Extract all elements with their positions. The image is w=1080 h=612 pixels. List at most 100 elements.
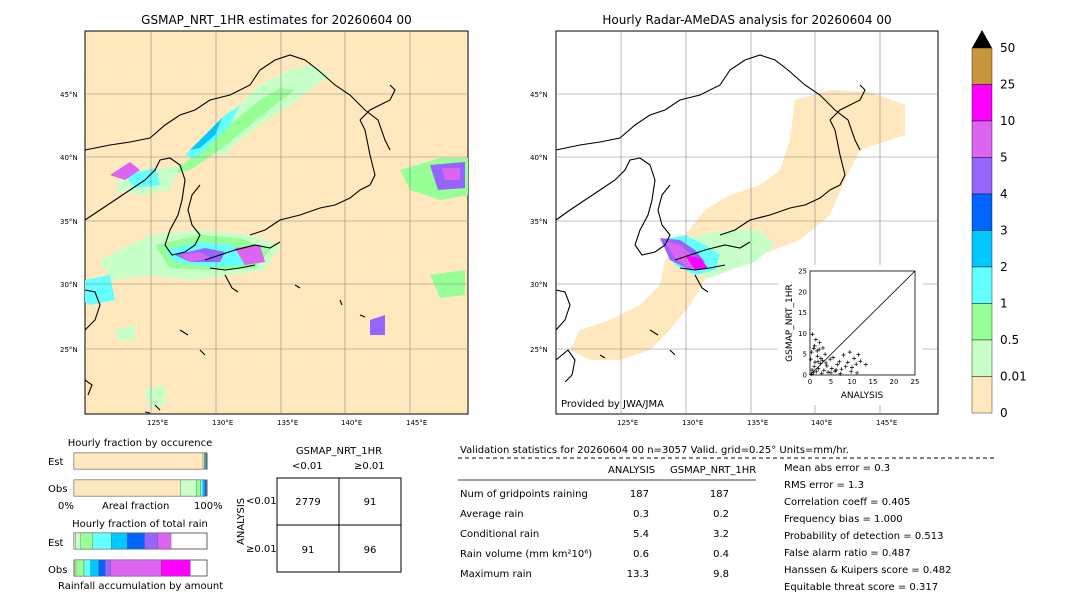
scatter-ytick: 20 — [798, 288, 807, 296]
rain-fraction-title: Hourly fraction of total rain — [72, 519, 208, 530]
right-lon-tick-125: 125°E — [617, 419, 638, 427]
bar-segment — [92, 532, 112, 550]
scatter-point — [813, 360, 818, 365]
scatter-point — [854, 362, 859, 367]
scatter-point — [847, 350, 852, 355]
right-lat-tick-40: 40°N — [530, 154, 548, 162]
occ-est-label: Est — [48, 457, 64, 468]
validation-dashed-rule — [458, 457, 996, 459]
validation-row-label: Rain volume (mm km²10⁶) — [460, 549, 593, 560]
scatter-point — [817, 340, 822, 345]
left-map-title: GSMAP_NRT_1HR estimates for 20260604 00 — [141, 13, 412, 27]
validation-row-gsmap: 9.8 — [713, 569, 729, 580]
scatter-point — [850, 365, 854, 370]
colorbar-segment — [971, 376, 993, 414]
colorbar-segment — [971, 266, 993, 304]
right-lon-tick-140: 140°E — [811, 419, 832, 427]
left-lat-tick-45: 45°N — [60, 91, 78, 99]
colorbar-segment — [971, 339, 993, 377]
scatter-point — [855, 370, 860, 375]
colorbar-label: 10 — [1000, 114, 1015, 128]
score-rms: RMS error = 1.3 — [784, 480, 864, 491]
scatter-point — [809, 372, 814, 377]
scatter-point — [814, 369, 819, 374]
scatter-diagonal — [809, 270, 916, 376]
scatter-point — [826, 370, 831, 375]
scatter-point — [845, 360, 850, 365]
colorbar-label: 2 — [1000, 260, 1008, 274]
right-lon-tick-135: 135°E — [747, 419, 768, 427]
scatter-point — [823, 352, 828, 357]
left-lat-tick-25: 25°N — [60, 346, 78, 354]
occ-obs-label: Obs — [48, 484, 68, 495]
rain-xlabel: Rainfall accumulation by amount — [58, 581, 224, 592]
scatter-ytick: 0 — [803, 372, 807, 380]
colorbar-label: 0.01 — [1000, 370, 1027, 384]
scatter-xtick: 15 — [869, 378, 878, 386]
scatter-point — [838, 371, 843, 376]
scatter-point — [829, 370, 833, 375]
scatter-point — [811, 346, 816, 351]
scatter-ytick: 25 — [798, 268, 807, 276]
colorbar-segment — [971, 157, 993, 195]
validation-row-gsmap: 0.2 — [713, 509, 729, 520]
left-lat-tick-35: 35°N — [60, 218, 78, 226]
right-map-coastline — [555, 54, 866, 383]
scatter-point — [810, 332, 815, 337]
left-lon-tick-145: 145°E — [406, 419, 427, 427]
scatter-point — [858, 359, 863, 364]
scatter-point — [812, 343, 817, 348]
bar-segment — [200, 479, 204, 497]
bar-segment — [202, 479, 206, 497]
scatter-point — [815, 354, 820, 359]
scatter-xlabel: ANALYSIS — [841, 391, 884, 401]
occ-xtick-right: 100% — [194, 501, 223, 512]
right-map-title: Hourly Radar-AMeDAS analysis for 2026060… — [602, 13, 892, 27]
right-lon-tick-145: 145°E — [876, 419, 897, 427]
bar-segment — [80, 532, 93, 550]
validation-row-gsmap: 3.2 — [713, 529, 729, 540]
bar-segment — [83, 559, 91, 577]
validation-row-gsmap: 187 — [709, 489, 729, 500]
contingency-title: GSMAP_NRT_1HR — [295, 446, 383, 457]
contingency-col-lt: <0.01 — [292, 461, 323, 472]
validation-row-analysis: 187 — [629, 489, 649, 500]
occ-xlabel: Areal fraction — [102, 501, 170, 512]
right-lat-tick-25: 25°N — [530, 346, 548, 354]
right-lat-tick-35: 35°N — [530, 218, 548, 226]
left-map-coastline — [84, 54, 396, 414]
scatter-point — [821, 345, 826, 350]
bar-segment — [73, 532, 76, 550]
left-map-grid — [85, 31, 468, 414]
bar-segment — [204, 479, 207, 497]
left-lon-tick-130: 130°E — [212, 419, 233, 427]
scatter-xtick: 20 — [890, 378, 899, 386]
scatter-point — [820, 358, 825, 363]
scatter-xtick: 25 — [911, 378, 920, 386]
scatter-point — [856, 352, 861, 357]
bar-segment — [202, 452, 205, 470]
bar-segment — [98, 559, 106, 577]
validation-header: Validation statistics for 20260604 00 n=… — [460, 445, 849, 456]
scatter-point — [816, 366, 821, 371]
right-map-grid — [556, 31, 938, 414]
scatter-point — [821, 368, 826, 373]
colorbar-extend-arrow — [972, 30, 992, 48]
score-far: False alarm ratio = 0.487 — [784, 548, 911, 559]
colorbar: 50 25 10 5 4 3 2 1 0.5 0.01 0 — [971, 30, 1027, 420]
bar-segment — [127, 532, 145, 550]
scatter-point — [837, 359, 842, 364]
colorbar-label: 4 — [1000, 187, 1008, 201]
score-pod: Probability of detection = 0.513 — [784, 531, 944, 542]
occurrence-title: Hourly fraction by occurence — [67, 438, 213, 449]
scatter-point — [849, 369, 854, 374]
scatter-point — [823, 360, 828, 365]
right-lon-tick-130: 130°E — [682, 419, 703, 427]
bar-segment — [74, 559, 77, 577]
colorbar-label: 1 — [1000, 297, 1008, 311]
colorbar-label: 0.5 — [1000, 333, 1019, 347]
colorbar-segment — [971, 230, 993, 268]
left-map-precip — [85, 65, 468, 408]
scatter-xtick: 5 — [829, 378, 833, 386]
left-lon-tick-140: 140°E — [341, 419, 362, 427]
